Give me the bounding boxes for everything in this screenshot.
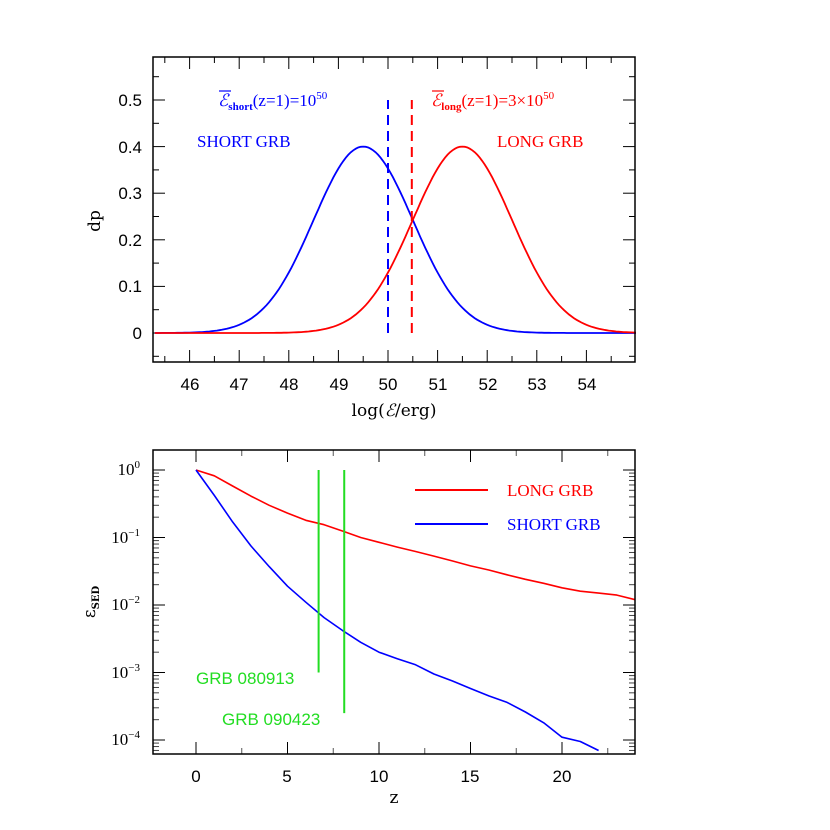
y-tick-label: 100 bbox=[118, 459, 141, 479]
bottom-curves bbox=[195, 469, 636, 752]
y-tick-label: 10−4 bbox=[111, 729, 140, 749]
legend-label-short: SHORT GRB bbox=[507, 515, 601, 534]
energy-symbol: ℰ bbox=[218, 91, 230, 110]
grb-090423-label: GRB 090423 bbox=[222, 710, 320, 729]
top-panel: 0 0.1 0.2 0.3 0.4 0.5 46 47 48 49 50 51 … bbox=[85, 56, 637, 421]
long-mean-equation: (z=1)=3×10 bbox=[461, 91, 543, 110]
top-axis-ticks bbox=[153, 57, 635, 362]
y-tick-label: 0.4 bbox=[118, 138, 142, 157]
top-plot-frame bbox=[152, 56, 636, 363]
x-tick-label: 51 bbox=[429, 375, 448, 394]
y-tick-label: 10−3 bbox=[111, 662, 140, 682]
y-tick-label: 0.5 bbox=[118, 91, 142, 110]
long-mean-energy-label: ℰlong(z=1)=3×1050 bbox=[431, 90, 555, 113]
short-grb-curve bbox=[195, 469, 599, 752]
top-x-axis-title: log(ℰ/erg) bbox=[352, 401, 437, 421]
x-tick-label: 49 bbox=[330, 375, 349, 394]
x-tick-label: 10 bbox=[370, 767, 389, 786]
y-tick-label: 10−1 bbox=[111, 527, 140, 547]
bottom-y-tick-labels: 100 10−1 10−2 10−3 10−4 bbox=[111, 459, 140, 749]
bottom-plot-frame bbox=[152, 449, 636, 755]
y-tick-label: 0 bbox=[133, 324, 142, 343]
energy-symbol: ℰ bbox=[431, 91, 443, 110]
y-tick-label: 0.3 bbox=[118, 184, 142, 203]
subscript-short: short bbox=[228, 101, 253, 113]
exponent: 50 bbox=[316, 90, 328, 102]
x-axis-title-unit: /erg) bbox=[395, 401, 436, 421]
x-tick-label: 54 bbox=[578, 375, 597, 394]
short-mean-equation: (z=1)=10 bbox=[253, 91, 317, 110]
bottom-panel: 100 10−1 10−2 10−3 10−4 0 5 10 15 20 z ε… bbox=[80, 449, 636, 808]
x-tick-label: 5 bbox=[282, 767, 291, 786]
long-grb-curve bbox=[195, 469, 636, 601]
bottom-y-axis-title: εSED bbox=[80, 586, 102, 619]
x-tick-label: 15 bbox=[461, 767, 480, 786]
grb-080913-label: GRB 080913 bbox=[196, 669, 294, 688]
y-tick-label: 0.2 bbox=[118, 231, 142, 250]
long-grb-curve bbox=[154, 145, 637, 334]
x-tick-label: 53 bbox=[528, 375, 547, 394]
long-grb-label: LONG GRB bbox=[497, 132, 583, 151]
y-tick-label: 0.1 bbox=[118, 277, 142, 296]
short-grb-curve bbox=[154, 145, 636, 334]
exponent: 50 bbox=[543, 90, 555, 102]
y-tick-label: 10−2 bbox=[111, 594, 140, 614]
energy-symbol: ℰ bbox=[385, 401, 397, 421]
bottom-axis-ticks bbox=[153, 450, 635, 754]
bottom-x-tick-labels: 0 5 10 15 20 bbox=[191, 767, 571, 786]
legend: LONG GRB SHORT GRB bbox=[415, 481, 601, 534]
subscript-long: long bbox=[441, 101, 462, 113]
x-tick-label: 46 bbox=[181, 375, 200, 394]
legend-label-long: LONG GRB bbox=[507, 481, 593, 500]
bottom-x-axis-title: z bbox=[390, 788, 399, 808]
x-tick-label: 47 bbox=[230, 375, 249, 394]
x-tick-label: 48 bbox=[280, 375, 299, 394]
top-y-axis-title: dp bbox=[85, 210, 105, 232]
x-tick-label: 52 bbox=[479, 375, 498, 394]
x-tick-label: 0 bbox=[191, 767, 200, 786]
short-mean-energy-label: ℰshort(z=1)=1050 bbox=[218, 90, 328, 113]
x-tick-label: 50 bbox=[379, 375, 398, 394]
x-tick-label: 20 bbox=[553, 767, 572, 786]
short-grb-label: SHORT GRB bbox=[197, 132, 291, 151]
top-x-tick-labels: 46 47 48 49 50 51 52 53 54 bbox=[181, 375, 597, 394]
top-y-tick-labels: 0 0.1 0.2 0.3 0.4 0.5 bbox=[118, 91, 142, 343]
top-curves bbox=[154, 100, 637, 334]
x-axis-title-log: log( bbox=[352, 401, 385, 421]
